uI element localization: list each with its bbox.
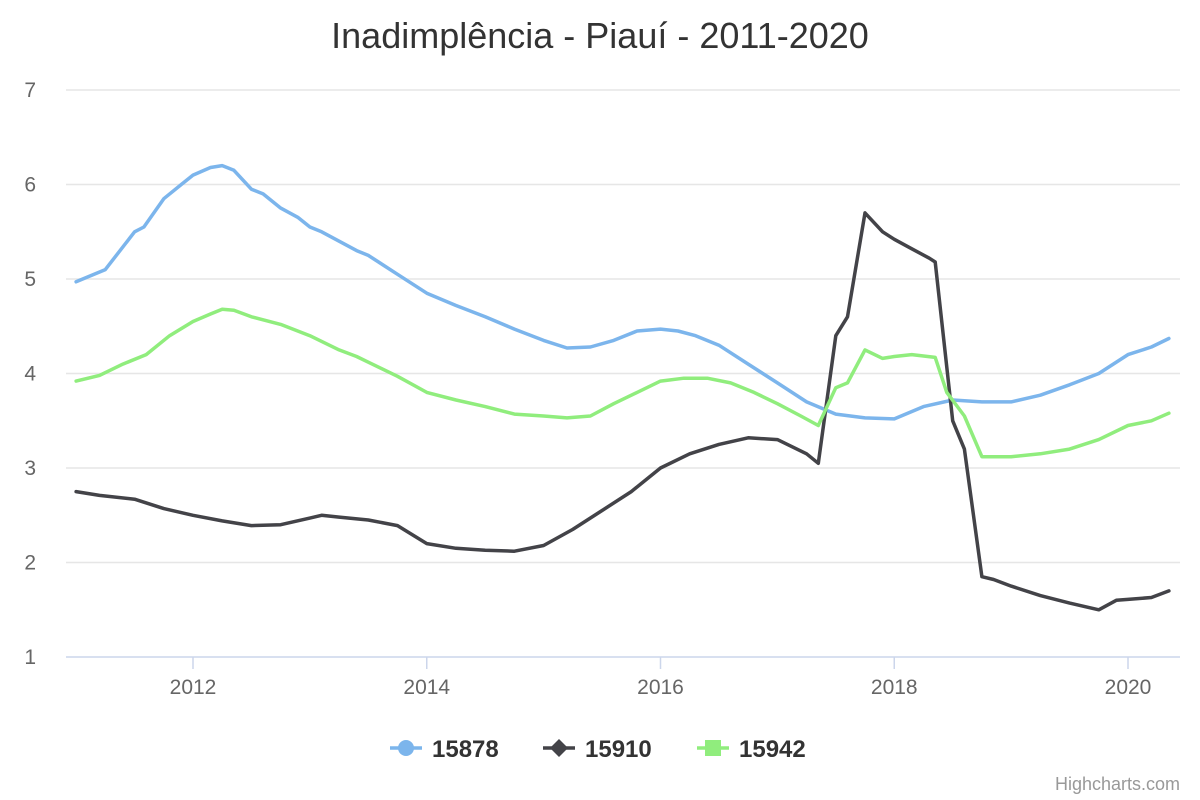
credits-link[interactable]: Highcharts.com — [1055, 774, 1180, 794]
y-tick-label: 4 — [24, 363, 36, 386]
series-group — [74, 163, 1171, 612]
legend-label-15910: 15910 — [585, 736, 652, 763]
diamond-marker-icon — [550, 739, 568, 757]
x-tick-label: 2016 — [637, 676, 684, 699]
x-tick-label: 2012 — [170, 676, 217, 699]
square-marker-icon — [705, 740, 721, 756]
chart-title: Inadimplência - Piauí - 2011-2020 — [331, 15, 869, 56]
legend: 15878 15910 15942 — [390, 736, 806, 763]
axes: 1 2 3 4 5 6 7 2012 2014 2016 2018 2020 — [24, 79, 1180, 699]
x-tick-label: 2018 — [871, 676, 918, 699]
legend-item-15878[interactable]: 15878 — [390, 736, 499, 763]
y-tick-label: 2 — [24, 552, 36, 575]
legend-label-15942: 15942 — [739, 736, 806, 763]
y-tick-label: 7 — [24, 79, 36, 102]
grid-lines — [66, 89, 1180, 564]
y-tick-label: 6 — [24, 174, 36, 197]
circle-marker-icon — [398, 740, 414, 756]
y-tick-label: 3 — [24, 457, 36, 480]
legend-item-15942[interactable]: 15942 — [697, 736, 806, 763]
legend-item-15910[interactable]: 15910 — [543, 736, 652, 763]
y-tick-label: 1 — [24, 646, 36, 669]
series-line-15942[interactable] — [74, 307, 1171, 459]
y-tick-label: 5 — [24, 268, 36, 291]
x-tick-label: 2014 — [403, 676, 450, 699]
series-line-15910[interactable] — [74, 211, 1171, 612]
legend-label-15878: 15878 — [432, 736, 499, 763]
x-tick-label: 2020 — [1105, 676, 1152, 699]
